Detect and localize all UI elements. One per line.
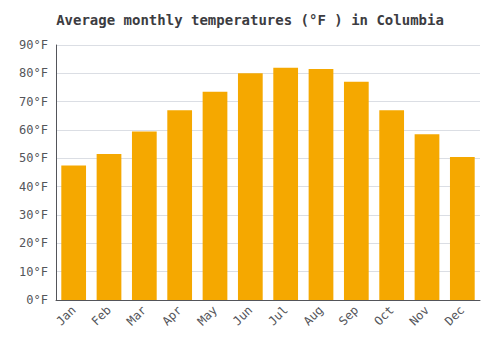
svg-text:Jan: Jan (53, 303, 78, 328)
svg-text:20°F: 20°F (19, 236, 48, 250)
svg-text:May: May (195, 303, 220, 328)
svg-text:70°F: 70°F (19, 95, 48, 109)
svg-text:Feb: Feb (89, 303, 114, 328)
svg-text:Mar: Mar (124, 303, 149, 328)
svg-text:40°F: 40°F (19, 180, 48, 194)
svg-text:Jul: Jul (265, 303, 290, 328)
svg-text:Dec: Dec (442, 303, 467, 328)
svg-text:Jun: Jun (230, 303, 255, 328)
svg-text:80°F: 80°F (19, 66, 48, 80)
svg-text:50°F: 50°F (19, 151, 48, 165)
svg-text:Aug: Aug (301, 303, 326, 328)
svg-text:60°F: 60°F (19, 123, 48, 137)
svg-text:Apr: Apr (159, 303, 184, 328)
svg-text:Average monthly temperatures (: Average monthly temperatures (°F ) in Co… (56, 12, 444, 28)
svg-text:30°F: 30°F (19, 208, 48, 222)
svg-text:0°F: 0°F (26, 293, 48, 307)
svg-text:Oct: Oct (371, 303, 396, 328)
svg-text:Nov: Nov (407, 303, 432, 328)
svg-text:90°F: 90°F (19, 38, 48, 52)
svg-text:10°F: 10°F (19, 265, 48, 279)
svg-text:Sep: Sep (336, 303, 361, 328)
